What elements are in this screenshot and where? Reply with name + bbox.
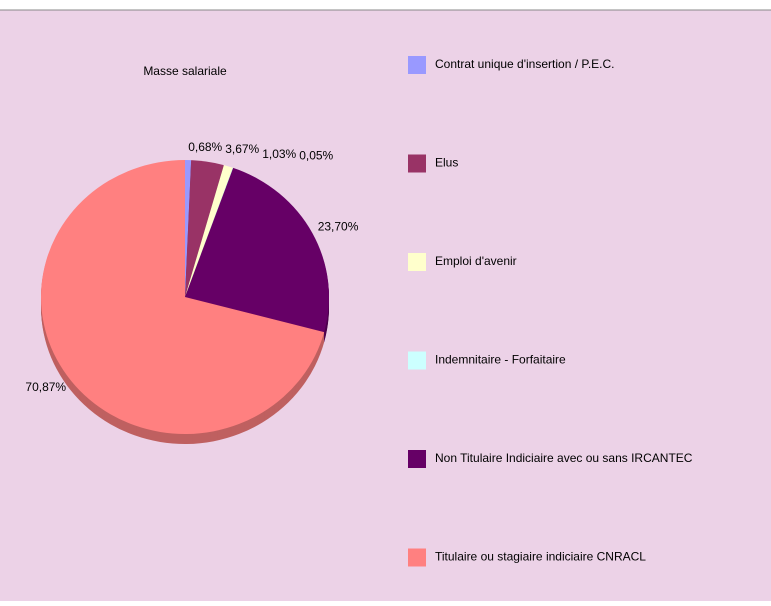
legend-swatch (408, 351, 426, 370)
data-label: 3,67% (225, 142, 259, 156)
data-label: 23,70% (318, 220, 359, 234)
data-label: 1,03% (262, 147, 296, 161)
slice (185, 160, 192, 297)
legend-swatch (408, 253, 426, 271)
data-label: 0,05% (299, 149, 333, 163)
slice (185, 165, 233, 297)
legend-swatch (408, 154, 426, 173)
legend-swatch (408, 548, 426, 567)
legend-label: Titulaire ou stagiaire indiciaire CNRACL (435, 550, 646, 564)
legend-label: Indemnitaire - Forfaitaire (435, 353, 566, 367)
legend-swatch (408, 56, 426, 74)
legend-label: Elus (435, 156, 458, 170)
slice (185, 167, 234, 297)
legend-swatch (408, 450, 426, 468)
legend-label: Contrat unique d'insertion / P.E.C. (435, 57, 615, 71)
legend-label: Non Titulaire Indiciaire avec ou sans IR… (435, 451, 693, 465)
data-label: 70,87% (25, 380, 66, 394)
legend-label: Emploi d'avenir (435, 254, 517, 268)
slice (185, 167, 329, 333)
slice (185, 160, 224, 297)
chart-title: Masse salariale (143, 64, 227, 78)
slice (41, 160, 325, 434)
data-label: 0,68% (188, 140, 222, 154)
